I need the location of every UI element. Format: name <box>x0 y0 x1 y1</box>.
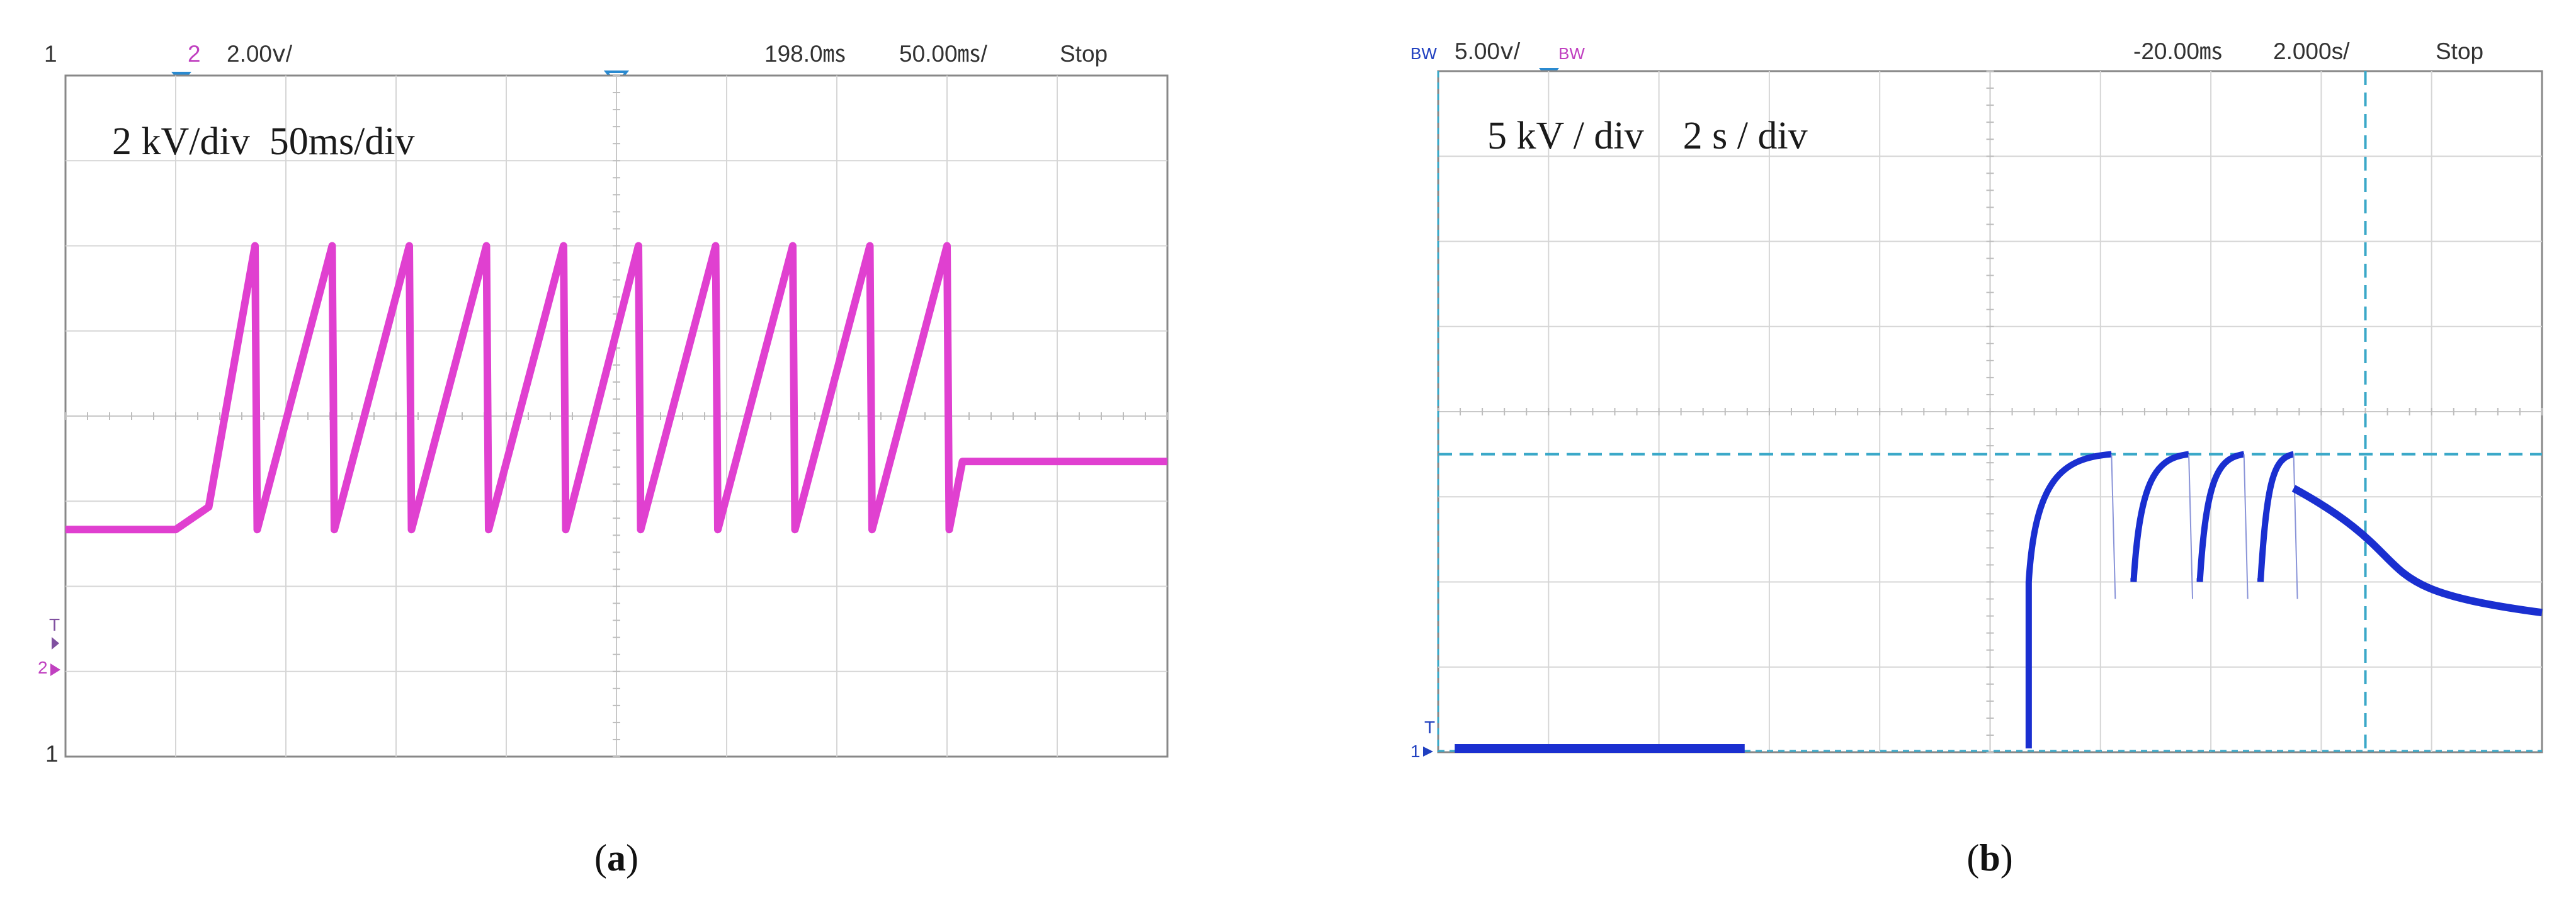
panel-a-channel-number: 2 <box>188 41 201 67</box>
panel-a-timebase: 50.00㎳/ <box>899 41 988 67</box>
panel-b-charge-pulse <box>2130 451 2189 582</box>
panel-b-graticule <box>1438 70 2543 753</box>
panel-b-caption-letter: b <box>1979 837 2000 879</box>
panel-b-ground-label: 1 <box>1410 741 1421 761</box>
panel-b-trigger-label: T <box>1424 718 1435 737</box>
panel-b-charge-pulse <box>2025 451 2112 748</box>
panel-b: BW 5.00ⅴ/ BW -20.00㎳ 2.000s/ Stop 5 kV /… <box>1410 38 2543 761</box>
panel-a-delay: 198.0㎳ <box>764 41 846 67</box>
panel-a: 1 2 2.00ⅴ/ 198.0㎳ 50.00㎳/ Stop 2 kV/div … <box>38 41 1169 767</box>
panel-b-delay: -20.00㎳ <box>2133 38 2223 64</box>
panel-b-volts-per-div: 5.00ⅴ/ <box>1455 38 1521 64</box>
panel-b-charge-pulse <box>2196 451 2245 582</box>
panel-b-timebase: 2.000s/ <box>2273 38 2350 64</box>
panel-b-bw-label-2: BW <box>1558 44 1585 63</box>
panel-a-axis-bottom-label: 1 <box>45 741 59 767</box>
panel-b-discharge-line <box>2243 454 2249 599</box>
panel-a-trace <box>65 242 1167 534</box>
panel-a-channel-marker: 1 <box>44 41 57 67</box>
panel-b-bw-label-1: BW <box>1410 44 1437 63</box>
panel-b-status: Stop <box>2436 38 2483 64</box>
panel-b-annotation: 5 kV / div 2 s / div <box>1487 115 1808 157</box>
panel-b-discharge-line <box>2111 454 2116 599</box>
panel-a-trigger-level-label: T <box>49 615 60 634</box>
panel-a-volts-per-div: 2.00ⅴ/ <box>227 41 293 67</box>
panel-b-discharge-line <box>2293 454 2298 599</box>
panel-a-status: Stop <box>1060 41 1108 67</box>
panel-b-decay <box>2291 485 2543 617</box>
panel-a-ground-marker <box>50 663 60 676</box>
panel-b-caption: (b) <box>1966 837 2012 879</box>
panel-a-annotation: 2 kV/div 50ms/div <box>112 120 415 163</box>
panel-b-ground-marker <box>1423 747 1433 757</box>
panel-b-charge-pulse <box>2257 451 2295 582</box>
panel-a-caption: (a) <box>594 837 638 879</box>
panel-b-discharge-line <box>2188 454 2194 599</box>
panel-a-ground-label: 2 <box>38 658 48 677</box>
panel-a-trigger-level-marker <box>52 637 59 650</box>
panel-b-trace <box>1455 451 2543 753</box>
panel-a-caption-letter: a <box>607 837 626 879</box>
